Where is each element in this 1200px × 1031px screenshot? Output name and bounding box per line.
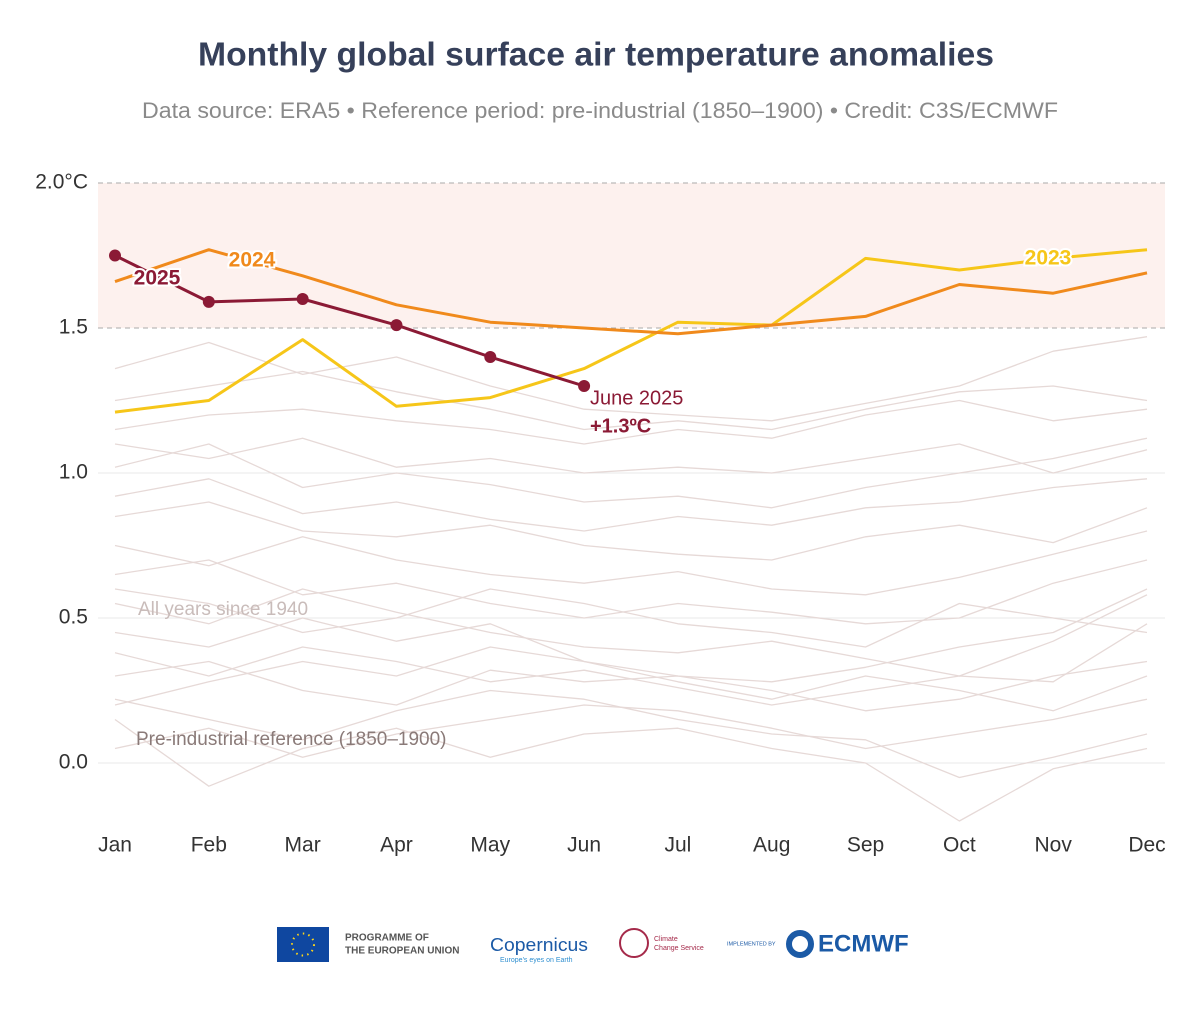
implemented-by: IMPLEMENTED BY bbox=[727, 941, 776, 947]
ecmwf-text: ECMWF bbox=[818, 930, 909, 957]
series-label: 2023 bbox=[1025, 247, 1072, 270]
x-tick-label: Apr bbox=[380, 834, 413, 857]
annotation: All years since 1940 bbox=[138, 599, 308, 620]
background-line bbox=[114, 588, 1148, 683]
copernicus-logo: Copernicus bbox=[490, 935, 588, 955]
x-tick-label: Aug bbox=[753, 834, 790, 857]
chart-subtitle: Data source: ERA5 • Reference period: pr… bbox=[142, 98, 1058, 123]
x-tick-label: Sep bbox=[847, 834, 884, 857]
y-tick-label: 0.5 bbox=[59, 606, 88, 629]
x-tick-label: Oct bbox=[943, 834, 976, 857]
series-label: 2024 bbox=[229, 249, 276, 272]
eu-flag bbox=[277, 927, 329, 962]
background-line bbox=[114, 530, 1148, 596]
c3s-text: Change Service bbox=[654, 945, 704, 952]
ecmwf-logo bbox=[786, 930, 814, 958]
point bbox=[390, 319, 403, 332]
x-tick-label: May bbox=[470, 834, 510, 857]
background-line bbox=[114, 399, 1148, 445]
annotation: +1.3ºC bbox=[590, 415, 651, 437]
series-label: 2025 bbox=[134, 267, 181, 290]
series-line bbox=[114, 254, 585, 388]
y-tick-label: 2.0°C bbox=[35, 171, 88, 194]
series-line bbox=[114, 248, 1148, 414]
chart-title: Monthly global surface air temperature a… bbox=[198, 36, 994, 73]
footer: PROGRAMME OF THE EUROPEAN UNION Copernic… bbox=[277, 927, 909, 964]
x-tick-label: Jun bbox=[567, 834, 601, 857]
plot: 0.0 0.5 1.0 1.5 2.0°C Jan Feb Mar Apr May Jun Jul Au… bbox=[35, 171, 1165, 857]
background-line bbox=[114, 689, 1148, 779]
background-line bbox=[114, 501, 1148, 561]
y-tick-label: 1.0 bbox=[59, 461, 88, 484]
background-line bbox=[114, 437, 1148, 474]
y-tick-label: 1.5 bbox=[59, 316, 88, 339]
point bbox=[296, 293, 309, 305]
c3s-logo bbox=[619, 928, 649, 958]
eu-text: PROGRAMME OF bbox=[345, 933, 429, 944]
background-line bbox=[114, 646, 1148, 712]
point bbox=[109, 249, 121, 262]
series-line bbox=[114, 248, 1148, 336]
point bbox=[484, 351, 497, 363]
background-line bbox=[114, 718, 1148, 822]
background-line bbox=[114, 559, 1148, 625]
background-line bbox=[114, 698, 1148, 758]
highlight-band bbox=[98, 183, 1165, 328]
x-tick-label: Jan bbox=[98, 834, 132, 857]
y-tick-label: 0.0 bbox=[59, 751, 88, 774]
annotation: Pre-industrial reference (1850–1900) bbox=[136, 729, 447, 750]
copernicus-tagline: Europe's eyes on Earth bbox=[500, 957, 573, 964]
c3s-text: Climate bbox=[654, 936, 678, 943]
background-line bbox=[114, 478, 1148, 532]
background-line bbox=[114, 437, 1148, 509]
background-line bbox=[114, 336, 1148, 422]
background-line bbox=[114, 588, 1148, 677]
x-tick-label: Mar bbox=[285, 834, 321, 857]
point bbox=[578, 380, 591, 392]
eu-stars bbox=[291, 932, 315, 957]
annotation: June 2025 bbox=[590, 387, 683, 409]
eu-text: THE EUROPEAN UNION bbox=[345, 946, 459, 957]
background-line bbox=[114, 623, 1148, 706]
x-tick-label: Feb bbox=[191, 834, 227, 857]
point bbox=[202, 295, 215, 308]
background-line bbox=[114, 370, 1148, 431]
x-tick-label: Nov bbox=[1035, 834, 1073, 857]
background-line bbox=[114, 588, 1148, 648]
x-tick-label: Dec bbox=[1128, 834, 1165, 857]
x-tick-label: Jul bbox=[664, 834, 691, 857]
